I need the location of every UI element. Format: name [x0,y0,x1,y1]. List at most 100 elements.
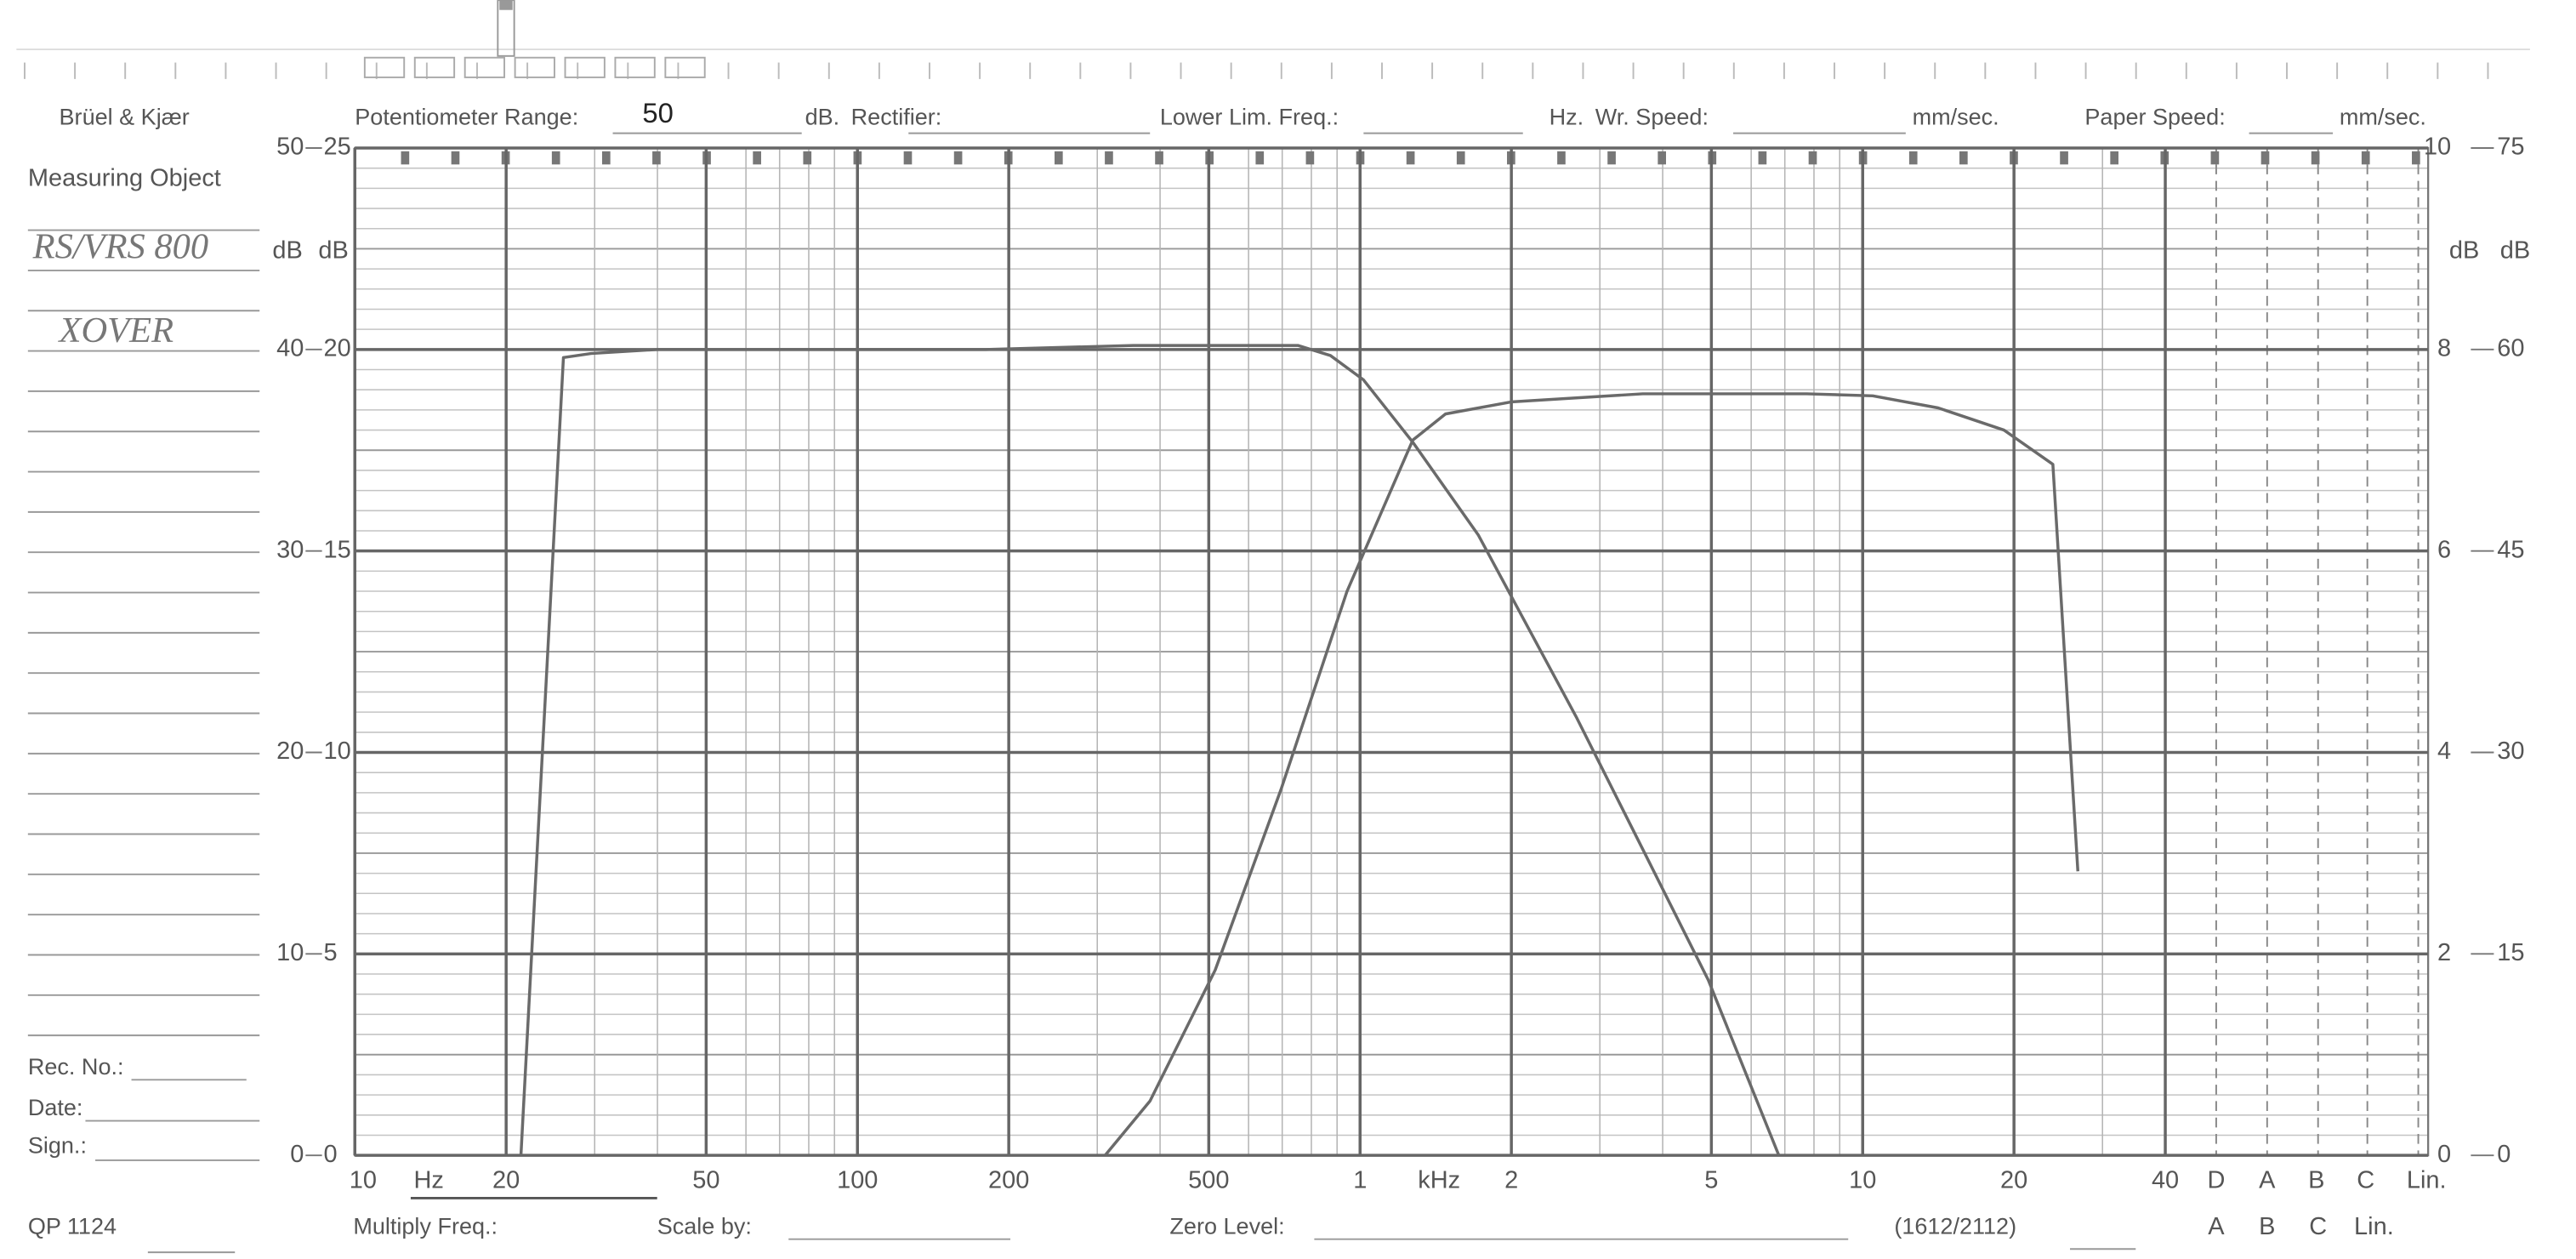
x-tick-label: 10 [350,1167,377,1194]
y-tick-label: 20 [276,738,304,765]
top-marker [803,151,812,165]
top-marker [1105,151,1113,165]
x-tick-label: 5 [1704,1167,1718,1194]
ruler-box [564,56,606,78]
top-marker [2210,151,2220,165]
record-field: Rec. No.: [28,1054,124,1080]
ruler-box [514,56,555,78]
header-field: mm/sec. [1913,104,1999,129]
filter-label: C [2309,1213,2327,1240]
y-tick-label: 0 [324,1141,338,1168]
top-marker [753,151,761,165]
top-marker [903,151,913,165]
top-marker [1456,151,1465,165]
top-marker [1155,151,1163,165]
ruler-box [363,56,406,78]
x-tick-label: 20 [492,1167,520,1194]
ruler-ticks [24,56,2489,79]
filter-label: D [2207,1167,2225,1194]
x-tick-label: 200 [988,1167,1029,1194]
potentiometer-range: 50 [642,97,674,128]
y-tick-label: 10 [276,939,304,966]
y-tick-label: 2 [2437,939,2451,966]
x-tick-label: 100 [837,1167,878,1194]
top-marker [451,151,460,165]
header-field: Lower Lim. Freq.: [1160,104,1339,129]
top-marker [953,151,963,165]
x-tick-label: 40 [2152,1167,2179,1194]
header-field: Wr. Speed: [1595,104,1709,129]
top-marker [551,151,560,165]
measuring-object: XOVER [58,310,174,350]
top-marker [1054,151,1063,165]
header-field: Paper Speed: [2084,104,2225,129]
top-marker [1808,151,1817,165]
ruler-box [413,56,456,78]
filter-label: A [2259,1167,2276,1194]
ruler-box [664,56,706,78]
y-tick-label: 75 [2497,134,2524,161]
brand: Brüel & Kjær [60,104,190,129]
filter-label: A [2208,1213,2225,1240]
top-marker [1255,151,1265,165]
top-marker [2311,151,2320,165]
filter-label: B [2308,1167,2324,1194]
y-tick-label: 50 [276,134,304,161]
filter-label: Lin. [2354,1213,2394,1240]
header-field: dB. [805,104,840,129]
y-unit: dB [318,236,348,264]
top-marker [1908,151,1918,165]
y-tick-label: 40 [276,334,304,362]
x-unit: kHz [1418,1167,1460,1194]
filter-label: Lin. [2407,1167,2447,1194]
top-marker [1959,151,1968,165]
top-marker [601,151,611,165]
y-tick-label: 10 [2424,134,2451,161]
y-unit: dB [2500,236,2530,264]
top-marker [1406,151,1415,165]
top-marker [1305,151,1315,165]
top-marker [401,151,410,165]
y-tick-label: 8 [2437,334,2451,362]
record-field: Date: [28,1095,83,1120]
footer-field: Multiply Freq.: [353,1213,498,1239]
form-number: QP 1124 [28,1213,117,1239]
response-curve [519,344,1781,1156]
header-field: Potentiometer Range: [355,104,578,129]
y-tick-label: 15 [324,536,351,563]
top-ruler [16,0,2530,57]
y-tick-label: 15 [2497,939,2524,966]
top-marker [1658,151,1666,165]
ruler-box [463,56,506,78]
header-field: Hz. [1550,104,1584,129]
y-tick-label: 4 [2437,738,2451,765]
y-tick-label: 6 [2437,536,2451,563]
top-marker [1758,151,1767,165]
y-tick-label: 30 [2497,738,2524,765]
y-tick-label: 0 [2437,1141,2451,1168]
y-tick-label: 30 [276,536,304,563]
filter-label: C [2357,1167,2374,1194]
y-tick-label: 45 [2497,536,2524,563]
ruler-box [614,56,656,78]
y-tick-label: 10 [324,738,351,765]
top-marker [2110,151,2119,165]
x-tick-label: 50 [692,1167,719,1194]
response-curve [1104,392,2080,1157]
footer-field: Scale by: [657,1213,752,1239]
form-lines [27,132,2334,1254]
y-tick-label: 5 [324,939,338,966]
filter-label: B [2259,1213,2275,1240]
top-marker [1557,151,1566,165]
x-tick-label: 20 [2000,1167,2027,1194]
y-tick-label: 60 [2497,334,2524,362]
top-marker [1607,151,1616,165]
measuring-object-label: Measuring Object [28,164,221,191]
top-marker [652,151,661,165]
x-unit: Hz [413,1167,443,1194]
top-marker [2361,151,2370,165]
y-unit: dB [2449,236,2479,264]
top-marker [2060,151,2068,165]
